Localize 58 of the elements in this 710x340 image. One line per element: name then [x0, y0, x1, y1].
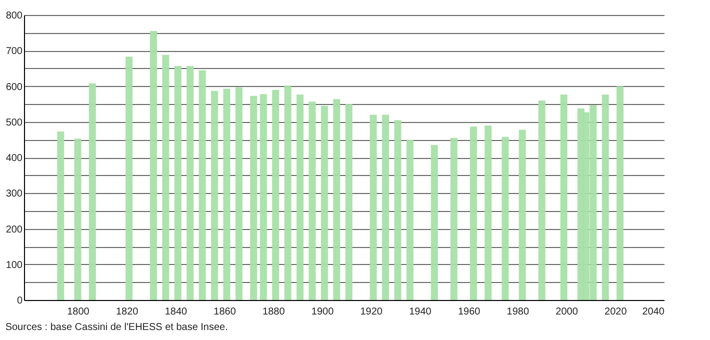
- bar: [296, 94, 304, 300]
- bar: [518, 130, 526, 300]
- bar: [88, 83, 96, 300]
- y-tick-label: 700: [6, 46, 23, 58]
- x-tick-label: 1900: [311, 306, 334, 318]
- bar: [320, 106, 328, 300]
- bar: [502, 136, 509, 300]
- bar: [370, 114, 377, 300]
- bar: [250, 96, 258, 300]
- bar: [260, 94, 267, 300]
- bar: [308, 102, 316, 300]
- y-tick-label: 300: [6, 188, 23, 200]
- x-tick-label: 1820: [116, 306, 139, 318]
- x-tick-label: 2040: [642, 306, 665, 318]
- y-tick-label: 800: [6, 10, 23, 22]
- bar: [450, 138, 458, 300]
- bar: [394, 120, 402, 300]
- bar: [235, 87, 242, 300]
- bar: [284, 86, 292, 300]
- bar: [198, 70, 206, 300]
- bar: [162, 54, 170, 300]
- bar: [186, 66, 194, 300]
- x-tick-label: 1940: [409, 306, 432, 318]
- bar: [223, 88, 230, 300]
- bar: [74, 138, 82, 300]
- y-tick-label: 600: [6, 82, 23, 93]
- bar: [560, 94, 568, 300]
- bar: [382, 114, 390, 300]
- bar: [470, 126, 477, 300]
- bar: [174, 66, 182, 300]
- y-tick-label: 500: [6, 117, 23, 128]
- bar: [211, 90, 218, 300]
- bar: [272, 90, 280, 300]
- x-tick-label: 2020: [604, 306, 628, 318]
- source-note: Sources : base Cassini de l'EHESS et base Insee.: [5, 322, 228, 333]
- x-tick-label: 1840: [164, 306, 188, 318]
- bar: [538, 100, 546, 300]
- x-tick-label: 1860: [214, 306, 236, 318]
- x-tick-label: 1800: [67, 306, 90, 318]
- bar: [333, 99, 340, 300]
- bar: [484, 125, 492, 300]
- bar: [57, 131, 64, 300]
- bar: [430, 145, 438, 300]
- x-tick-label: 2000: [556, 306, 578, 318]
- x-tick-label: 1880: [262, 306, 286, 318]
- bar: [602, 94, 609, 300]
- x-tick-label: 1960: [458, 306, 481, 318]
- bar: [126, 56, 133, 300]
- y-tick-label: 100: [6, 260, 23, 271]
- x-tick-label: 1980: [506, 306, 530, 318]
- bar: [616, 86, 624, 300]
- y-tick-label: 400: [6, 153, 23, 164]
- bar: [150, 31, 157, 300]
- bar: [345, 104, 352, 300]
- x-tick-label: 1920: [360, 306, 383, 318]
- bar: [406, 140, 414, 300]
- y-tick-label: 200: [6, 224, 23, 236]
- y-tick-label: 0: [16, 296, 23, 306]
